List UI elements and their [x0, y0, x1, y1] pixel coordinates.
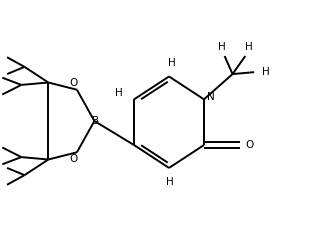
- Text: H: H: [218, 42, 226, 52]
- Text: H: H: [262, 67, 270, 77]
- Text: H: H: [166, 177, 174, 187]
- Text: O: O: [70, 154, 78, 164]
- Text: H: H: [115, 88, 123, 98]
- Text: H: H: [245, 42, 252, 52]
- Text: H: H: [168, 58, 175, 68]
- Text: O: O: [245, 140, 254, 150]
- Text: O: O: [70, 78, 78, 88]
- Text: N: N: [207, 92, 215, 102]
- Text: B: B: [92, 116, 99, 126]
